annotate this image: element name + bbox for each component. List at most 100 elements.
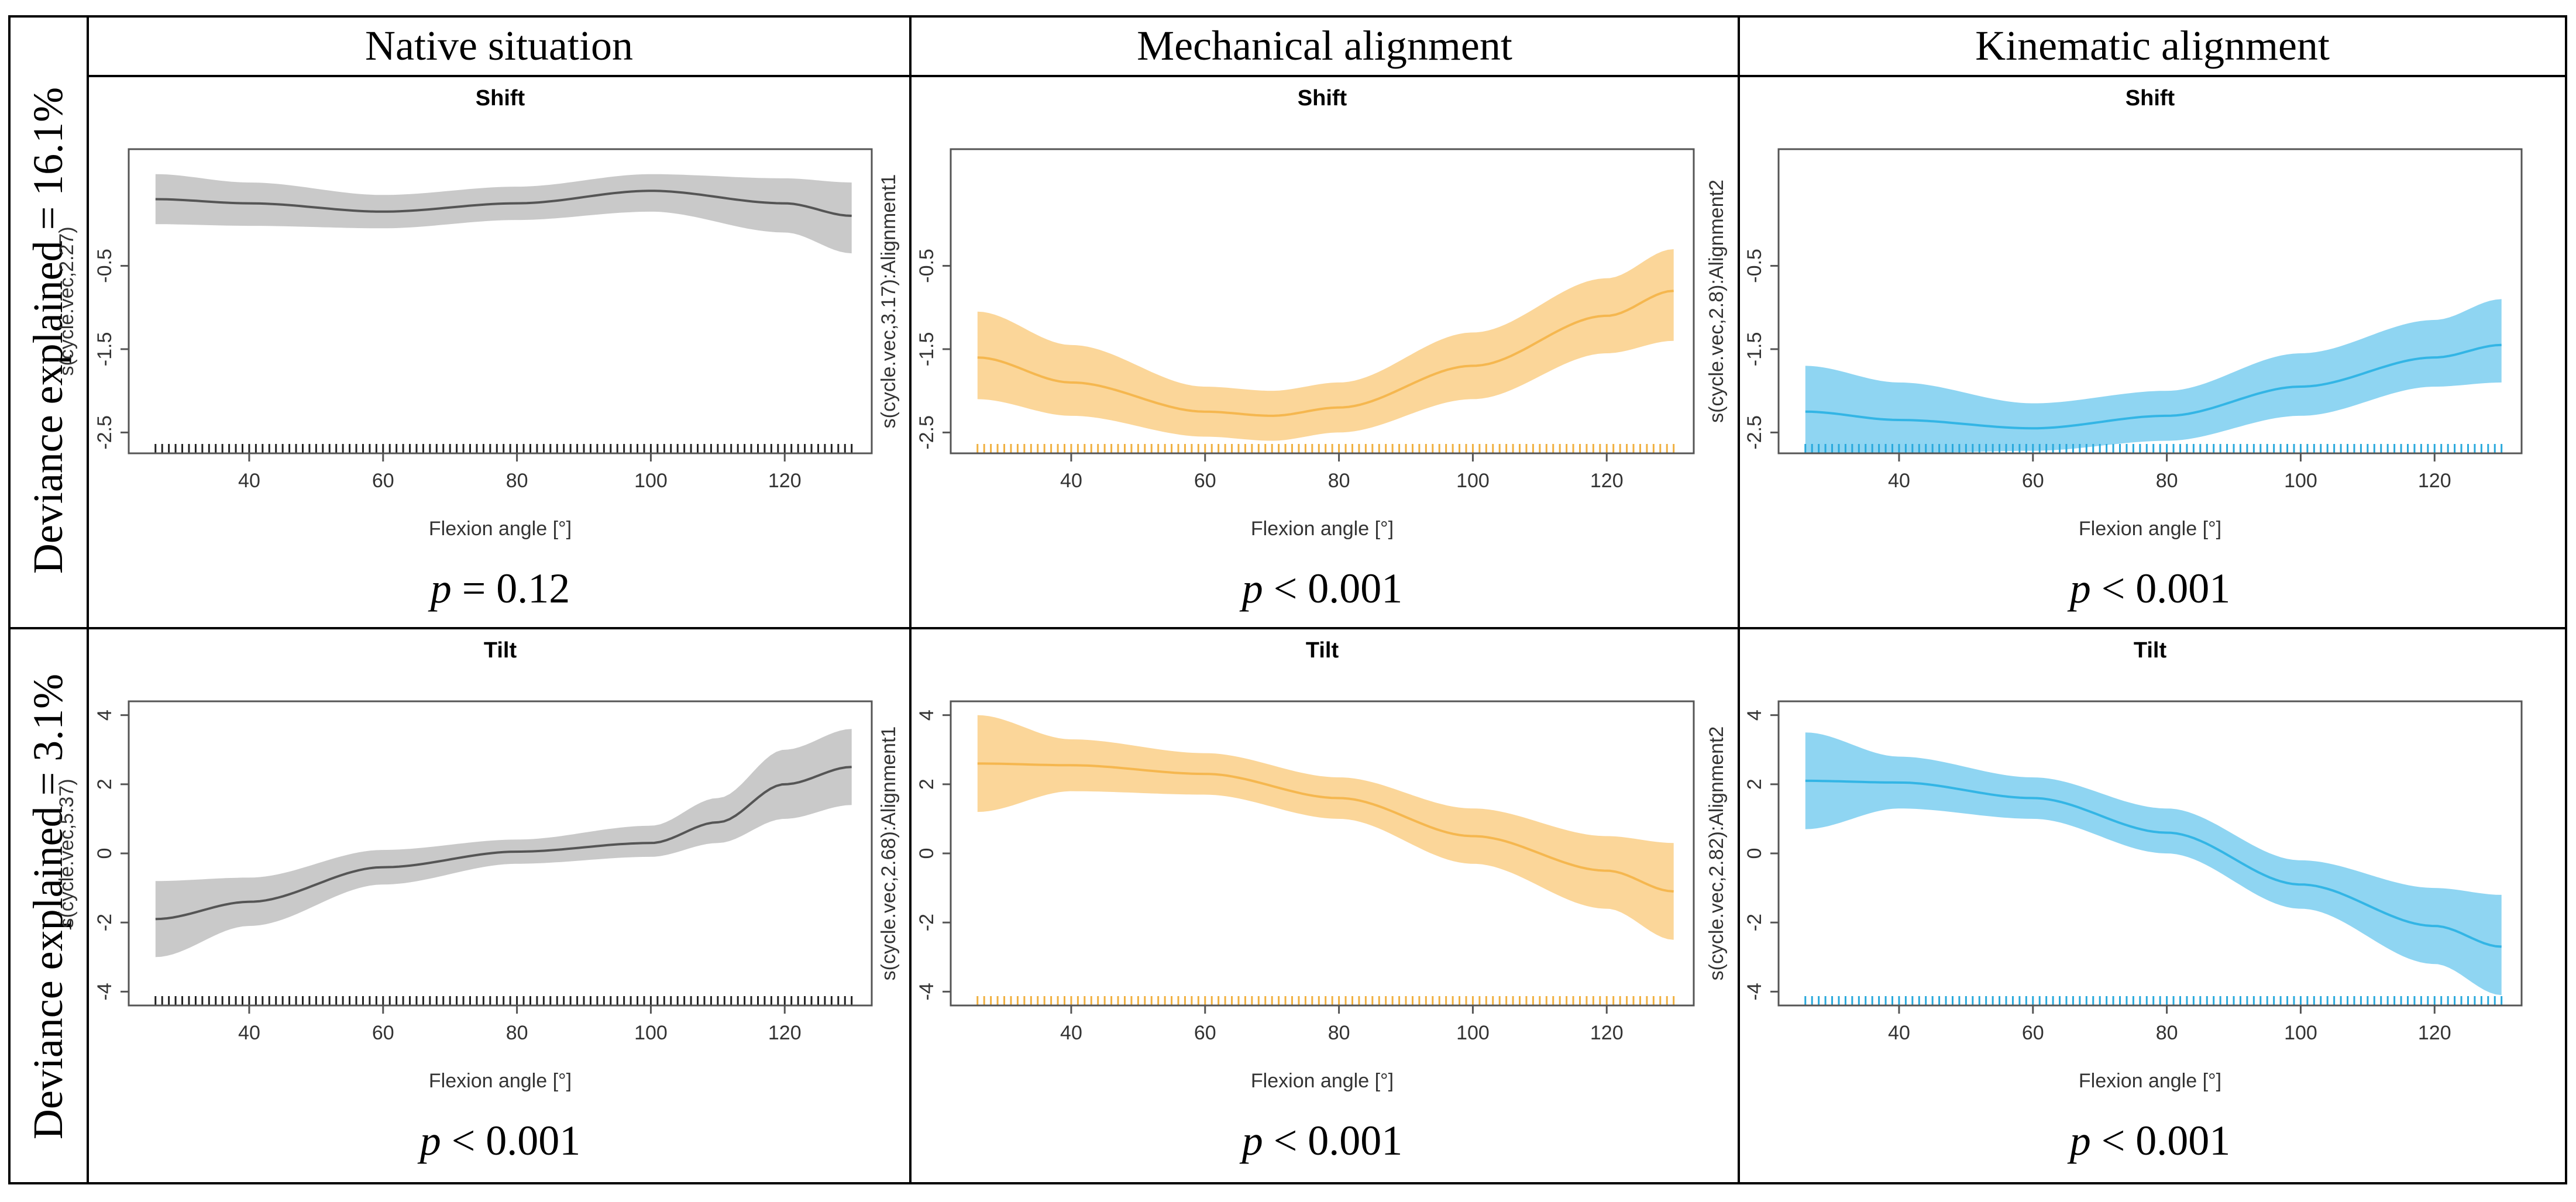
y-tick-label: -0.5	[94, 249, 116, 283]
plot-frame	[128, 148, 873, 454]
x-axis-label: Flexion angle [°]	[2079, 518, 2221, 540]
x-tick-label: 100	[634, 1022, 668, 1044]
y-tick-label: -4	[94, 983, 116, 1000]
y-tick-label: -4	[916, 983, 938, 1000]
p-value-text: = 0.12	[452, 565, 570, 612]
plot-frame	[1777, 148, 2523, 454]
x-tick-label: 120	[1590, 470, 1624, 492]
row-label-shift: Deviance explained = 16.1%	[25, 87, 71, 574]
table-grid	[8, 15, 2567, 1184]
x-tick-label: 80	[506, 470, 528, 492]
p-value-label: p = 0.12	[428, 565, 570, 612]
x-tick-label: 60	[372, 1022, 394, 1044]
panel-title: Shift	[476, 86, 525, 111]
p-value-text: < 0.001	[2091, 1117, 2231, 1164]
smooth-fit-line	[155, 190, 852, 217]
y-tick-label: 0	[94, 848, 116, 859]
table-border	[8, 15, 2567, 1184]
x-tick-label: 100	[2284, 470, 2317, 492]
p-value-text: < 0.001	[2091, 565, 2231, 612]
y-tick-label: -2	[916, 914, 938, 931]
p-symbol: p	[1239, 565, 1263, 612]
x-tick-label: 60	[1194, 470, 1216, 492]
panel-kinematic-shift: Shift 40 60 80 100 120 -0.5 -1.5 -2.5 Flexion ang…	[1705, 86, 2523, 612]
y-tick-label: 4	[916, 710, 938, 721]
confidence-band	[1805, 732, 2502, 996]
y-tick-label: -1.5	[916, 332, 938, 367]
x-tick-label: 80	[506, 1022, 528, 1044]
rug-marks	[1804, 444, 2503, 453]
y-tick-label: -1.5	[1743, 332, 1766, 367]
plot-frame	[950, 148, 1695, 454]
y-tick-label: 0	[916, 848, 938, 859]
x-tick-label: 40	[1888, 470, 1910, 492]
smooth-fit-line	[155, 766, 852, 921]
x-tick-label: 40	[1060, 1022, 1082, 1044]
confidence-band	[1805, 299, 2502, 453]
panel-mechanical-shift: Shift 40 60 80 100 120 -0.5 -1.5 -2.5 Flexion ang…	[878, 86, 1695, 612]
confidence-band	[977, 249, 1674, 441]
p-value-label: p < 0.001	[417, 1117, 581, 1164]
row-label-tilt: Deviance explained = 3.1%	[25, 674, 71, 1139]
rug-marks	[1804, 996, 2503, 1005]
p-value-label: p < 0.001	[2067, 1117, 2231, 1164]
p-symbol: p	[2067, 565, 2091, 612]
x-axis-label: Flexion angle [°]	[1251, 518, 1394, 540]
y-tick-label: -2	[1743, 914, 1766, 931]
x-tick-label: 120	[2418, 470, 2451, 492]
smooth-fit-line	[977, 762, 1674, 893]
panel-native-tilt: Tilt 40 60 80 100 120 4 2 0 -2 -4 Flexion angle [°]…	[56, 638, 873, 1164]
y-axis-label: s(cycle.vec,2.27)	[56, 226, 78, 376]
p-value-label: p < 0.001	[2067, 565, 2231, 612]
x-tick-label: 60	[1194, 1022, 1216, 1044]
p-value-label: p < 0.001	[1239, 565, 1403, 612]
smooth-fit-line	[1805, 779, 2502, 948]
p-symbol: p	[417, 1117, 441, 1164]
column-header-kinematic: Kinematic alignment	[1975, 22, 2330, 69]
y-tick-label: 2	[1743, 779, 1766, 790]
p-symbol: p	[428, 565, 452, 612]
panel-title: Tilt	[484, 638, 517, 663]
x-tick-label: 120	[1590, 1022, 1624, 1044]
y-tick-label: 2	[916, 779, 938, 790]
x-tick-label: 60	[2022, 470, 2044, 492]
y-tick-label: -2.5	[916, 415, 938, 450]
y-tick-label: -2.5	[1743, 415, 1766, 450]
confidence-band	[155, 174, 852, 254]
x-tick-label: 40	[1060, 470, 1082, 492]
p-symbol: p	[2067, 1117, 2091, 1164]
smooth-fit-line	[977, 290, 1674, 417]
x-tick-label: 60	[2022, 1022, 2044, 1044]
x-tick-label: 80	[2156, 1022, 2178, 1044]
x-tick-label: 60	[372, 470, 394, 492]
x-tick-label: 80	[1328, 1022, 1350, 1044]
y-axis-label: s(cycle.vec,3.17):Alignment1	[878, 174, 900, 429]
x-tick-label: 100	[1456, 1022, 1490, 1044]
panel-title: Tilt	[1306, 638, 1339, 663]
p-value-label: p < 0.001	[1239, 1117, 1403, 1164]
rug-marks	[976, 996, 1675, 1005]
x-tick-label: 120	[2418, 1022, 2451, 1044]
x-tick-label: 120	[768, 1022, 802, 1044]
rug-marks	[976, 444, 1675, 453]
x-tick-label: 100	[1456, 470, 1490, 492]
p-value-text: < 0.001	[1263, 1117, 1403, 1164]
x-axis-label: Flexion angle [°]	[2079, 1070, 2221, 1092]
y-axis-label: s(cycle.vec,2.82):Alignment2	[1705, 726, 1728, 981]
y-tick-label: 4	[94, 710, 116, 721]
p-value-text: < 0.001	[441, 1117, 581, 1164]
x-axis-label: Flexion angle [°]	[429, 518, 572, 540]
x-tick-label: 40	[238, 1022, 260, 1044]
y-tick-label: -2	[94, 914, 116, 931]
y-tick-label: -2.5	[94, 415, 116, 450]
panel-native-shift: Shift 40 60 80 100 120 -0.5 -1.5 -2.5 Flexion ang…	[56, 86, 873, 612]
x-tick-label: 40	[238, 470, 260, 492]
p-symbol: p	[1239, 1117, 1263, 1164]
y-tick-label: -0.5	[1743, 249, 1766, 283]
y-tick-label: -1.5	[94, 332, 116, 367]
y-tick-label: -0.5	[916, 249, 938, 283]
panel-title: Shift	[1298, 86, 1347, 111]
y-tick-label: 0	[1743, 848, 1766, 859]
x-tick-label: 120	[768, 470, 802, 492]
